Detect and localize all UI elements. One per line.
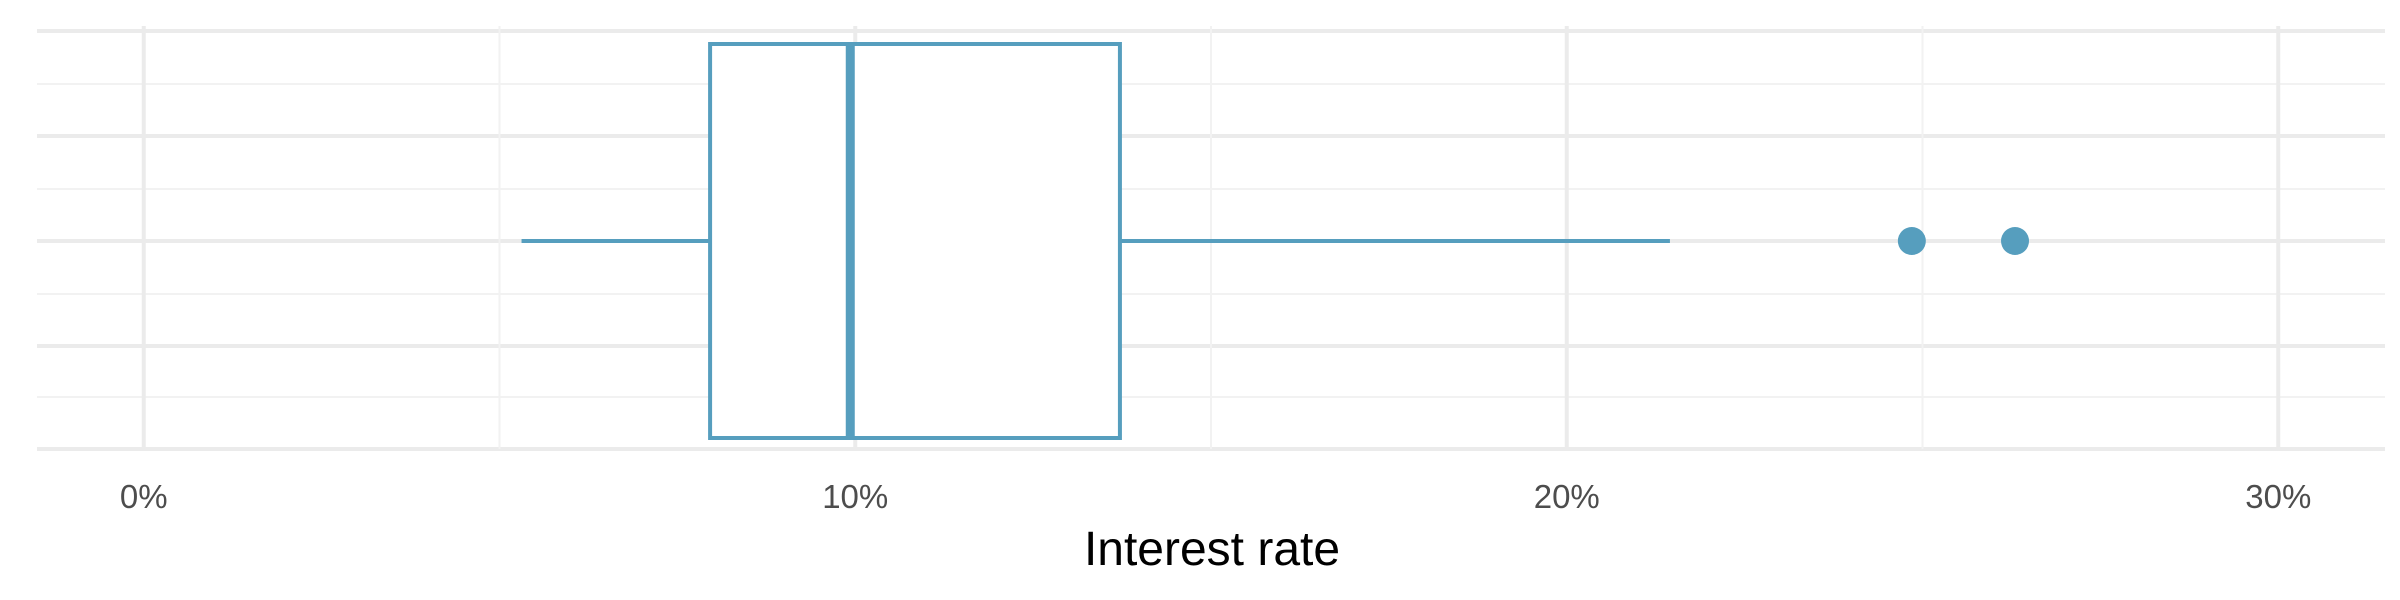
boxplot: [521, 42, 2030, 440]
interquartile-box: [708, 42, 1122, 440]
x-tick-label: 10%: [822, 478, 888, 515]
outlier-point: [2001, 227, 2030, 255]
x-axis-ticks: 0% 10% 20% 30%: [120, 478, 2311, 515]
x-tick-label: 30%: [2245, 478, 2311, 515]
x-axis-title: Interest rate: [1084, 523, 1340, 576]
x-tick-label: 20%: [1534, 478, 1600, 515]
outlier-point: [1897, 227, 1926, 255]
x-tick-label: 0%: [120, 478, 168, 515]
grid: [37, 26, 2385, 451]
